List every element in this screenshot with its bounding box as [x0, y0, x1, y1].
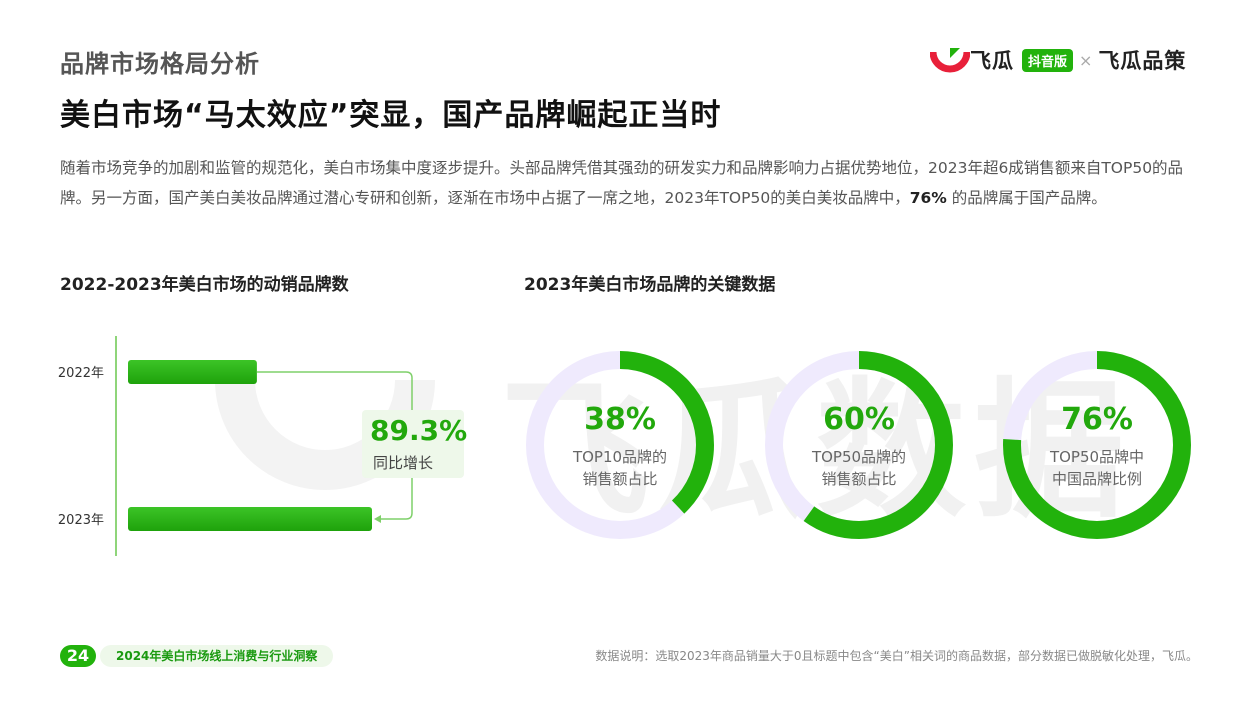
- growth-callout: 89.3% 同比增长: [362, 410, 468, 478]
- left-chart-title: 2022-2023年美白市场的动销品牌数: [60, 275, 349, 295]
- feigua-logo-icon: [930, 48, 970, 73]
- intro-paragraph: 随着市场竞争的加剧和监管的规范化，美白市场集中度逐步提升。头部品牌凭借其强劲的研…: [60, 153, 1200, 213]
- donut-desc-line: 中国品牌比例: [1051, 470, 1142, 488]
- donut-arc-2: [1003, 351, 1191, 539]
- douyin-badge: 抖音版: [1022, 48, 1074, 72]
- growth-label: 同比增长: [373, 454, 434, 472]
- bar-category-label: 2022年: [58, 366, 104, 381]
- donut-desc-line: 销售额占比: [582, 470, 658, 488]
- donut-desc-line: TOP50品牌的: [811, 448, 907, 466]
- intro-text-1: 随着市场竞争的加剧和监管的规范化，美白市场集中度逐步提升。头部品牌凭借其强劲的研…: [60, 159, 1184, 207]
- donut-value-domestic: 76%: [1061, 402, 1133, 437]
- donut-desc-domestic: TOP50品牌中 中国品牌比例: [1002, 446, 1192, 490]
- bar-category-label: 2023年: [58, 513, 104, 528]
- donut-desc-top50: TOP50品牌的 销售额占比: [764, 446, 954, 490]
- arrow-head-icon: [374, 515, 381, 523]
- key-metrics-donut-charts: [526, 351, 1191, 539]
- donut-desc-top10: TOP10品牌的 销售额占比: [525, 446, 715, 490]
- data-note: 数据说明：选取2023年商品销量大于0且标题中包含“美白”相关词的商品数据，部分…: [595, 649, 1198, 663]
- cross-mark: ×: [1079, 50, 1093, 70]
- right-chart-title: 2023年美白市场品牌的关键数据: [524, 275, 776, 295]
- brand-logo: 飞瓜 抖音版 × 飞瓜品策: [930, 44, 1186, 76]
- brand-name-right: 飞瓜品策: [1098, 49, 1187, 73]
- bar-0: [128, 360, 257, 384]
- donut-value-top50: 60%: [823, 402, 895, 437]
- brand-count-bar-chart: 2022年 2023年: [58, 336, 413, 556]
- donut-value-top10: 38%: [584, 402, 656, 437]
- donut-desc-line: 销售额占比: [821, 470, 897, 488]
- intro-text-2: 的品牌属于国产品牌。: [946, 189, 1107, 207]
- growth-value: 89.3%: [370, 414, 468, 447]
- donut-arc-0: [526, 351, 714, 539]
- bar-1: [128, 507, 372, 531]
- page-number: 24: [60, 645, 96, 667]
- page-headline: 美白市场“马太效应”突显，国产品牌崛起正当时: [60, 98, 722, 133]
- section-title: 品牌市场格局分析: [60, 50, 260, 78]
- brand-name-left: 飞瓜: [970, 49, 1014, 73]
- donut-desc-line: TOP50品牌中: [1049, 448, 1145, 466]
- donut-arc-1: [765, 351, 953, 539]
- intro-highlight: 76%: [909, 189, 947, 207]
- report-title: 2024年美白市场线上消费与行业洞察: [100, 645, 334, 667]
- donut-desc-line: TOP10品牌的: [572, 448, 668, 466]
